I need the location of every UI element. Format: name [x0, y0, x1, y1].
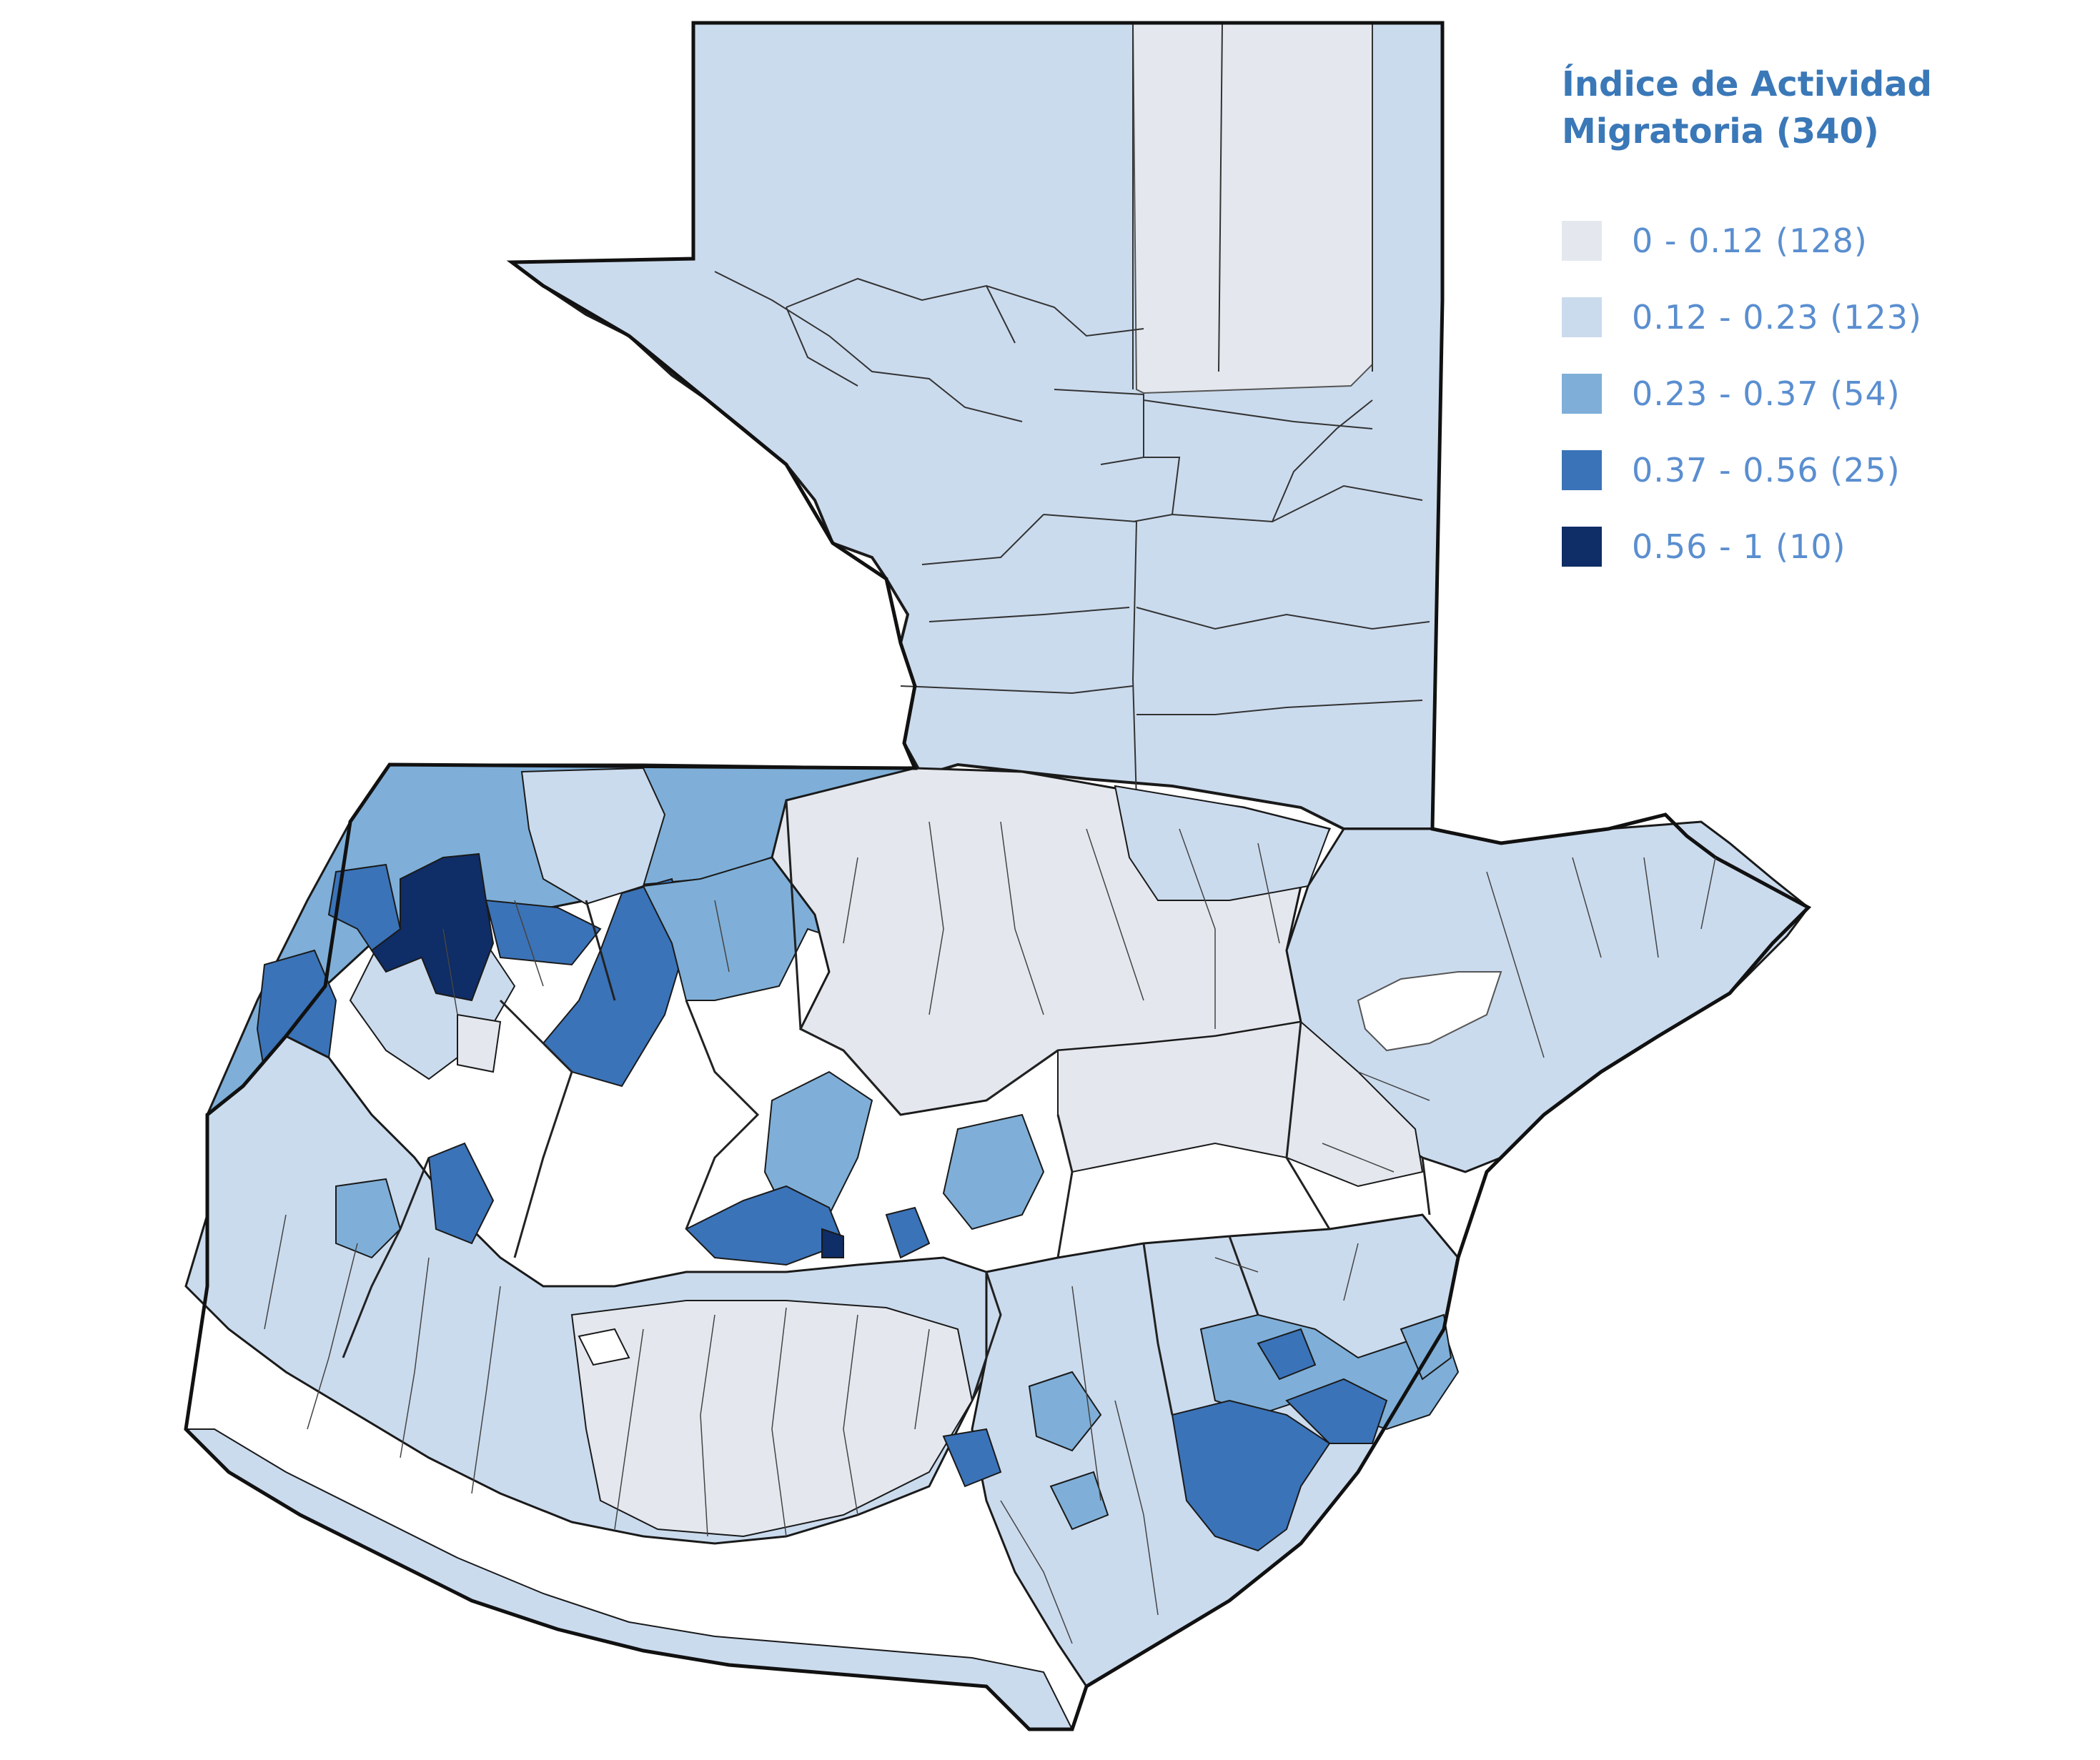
- se-dark-1: [1171, 1399, 1331, 1552]
- legend-swatch-3: [1562, 450, 1602, 490]
- cobán-mid-light: [763, 1070, 873, 1215]
- legend-swatch-4: [1562, 527, 1602, 567]
- se-mid-3: [942, 1428, 1002, 1488]
- nw-light-1: [457, 1013, 502, 1073]
- west-white-spot: [578, 1328, 630, 1366]
- center-dark-2: [821, 1228, 844, 1258]
- legend-title-line2: Migratoria (340): [1562, 111, 1879, 151]
- region-southeast: [942, 1213, 1460, 1689]
- region-south-coast: [184, 1035, 1074, 1730]
- legend-item-2: 0.23 - 0.37 (54): [1562, 372, 2062, 415]
- legend-label-0: 0 - 0.12 (128): [1632, 222, 1868, 260]
- region-north-lowlands: [507, 21, 1444, 830]
- region-northwest-highlands: [206, 763, 917, 1116]
- petén-internal-lines: [714, 22, 1430, 801]
- legend-item-4: 0.56 - 1 (10): [1562, 525, 2062, 568]
- se-mid-4: [1028, 1371, 1102, 1452]
- country-border: [184, 21, 1812, 1731]
- west-small-mid: [335, 1178, 402, 1259]
- legend-swatch-1: [1562, 297, 1602, 337]
- se-dark-3: [1257, 1328, 1317, 1381]
- se-mid-5: [1049, 1471, 1109, 1531]
- nw-mid-1: [327, 863, 402, 952]
- legend-item-0: 0 - 0.12 (128): [1562, 219, 2062, 262]
- legend-item-1: 0.12 - 0.23 (123): [1562, 296, 2062, 339]
- center-mid-2: [942, 1113, 1045, 1230]
- legend-label-1: 0.12 - 0.23 (123): [1632, 298, 1923, 337]
- south-coast-gray: [570, 1300, 974, 1538]
- legend-swatch-0: [1562, 221, 1602, 261]
- se-mid-2: [1400, 1313, 1452, 1381]
- center-dark-1: [685, 1185, 845, 1266]
- region-central-plateau: [685, 767, 1811, 1266]
- legend: Índice de Actividad Migratoria (340) 0 -…: [1562, 61, 2062, 602]
- legend-swatch-2: [1562, 374, 1602, 414]
- legend-title-line1: Índice de Actividad: [1562, 64, 1933, 104]
- center-mid-3: [885, 1206, 931, 1259]
- east-white-lake: [1357, 971, 1502, 1052]
- legend-item-3: 0.37 - 0.56 (25): [1562, 449, 2062, 492]
- west-mid-cluster: [427, 1142, 495, 1245]
- petén-east-gray: [1131, 22, 1373, 394]
- legend-title: Índice de Actividad Migratoria (340): [1562, 61, 2062, 155]
- se-dark-2: [1285, 1378, 1388, 1444]
- nw-zone-2: [520, 767, 666, 905]
- legend-label-2: 0.23 - 0.37 (54): [1632, 374, 1901, 413]
- municipal-lines: [264, 821, 1716, 1644]
- nw-mid-2: [485, 899, 602, 966]
- legend-label-4: 0.56 - 1 (10): [1632, 527, 1846, 566]
- central-east-gray: [1057, 1020, 1424, 1188]
- internal-dept-lines: [342, 800, 1431, 1416]
- legend-label-3: 0.37 - 0.56 (25): [1632, 451, 1901, 489]
